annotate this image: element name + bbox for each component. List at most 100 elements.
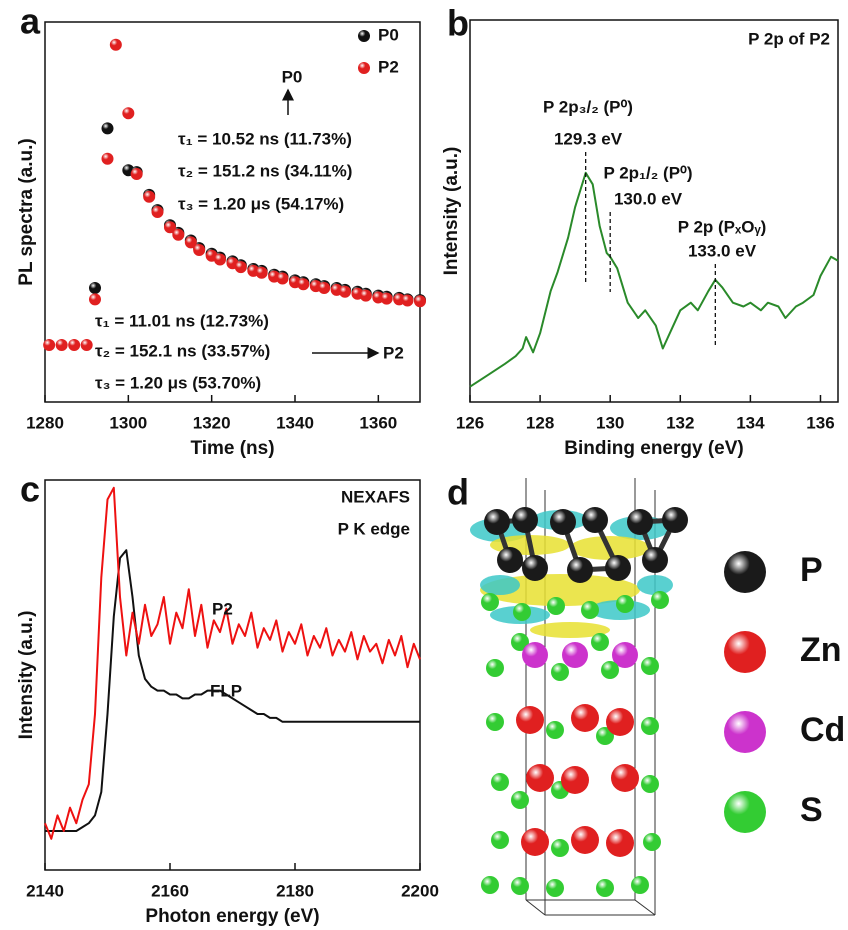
atom bbox=[601, 661, 619, 679]
atom bbox=[571, 826, 599, 854]
x-tick-label: 1360 bbox=[359, 413, 397, 432]
data-point bbox=[318, 282, 330, 294]
data-point bbox=[193, 244, 205, 256]
x-tick-label: 2160 bbox=[151, 881, 189, 900]
annotation: τ₂ = 152.1 ns (33.57%) bbox=[95, 341, 270, 360]
atom bbox=[642, 547, 668, 573]
data-point bbox=[81, 339, 93, 351]
y-axis-title: PL spectra (a.u.) bbox=[16, 138, 37, 285]
atom bbox=[486, 659, 504, 677]
atom bbox=[486, 713, 504, 731]
data-point bbox=[381, 293, 393, 305]
x-tick-label: 128 bbox=[526, 413, 554, 432]
x-tick-label: 132 bbox=[666, 413, 694, 432]
x-tick-label: 2180 bbox=[276, 881, 314, 900]
isosurface bbox=[637, 575, 673, 595]
y-axis-title: Intensity (a.u.) bbox=[16, 611, 37, 740]
legend-atom bbox=[724, 791, 766, 833]
atom bbox=[631, 876, 649, 894]
atom bbox=[627, 509, 653, 535]
data-point bbox=[143, 191, 155, 203]
legend-atom bbox=[724, 711, 766, 753]
plot-frame bbox=[470, 20, 838, 402]
atom bbox=[616, 595, 634, 613]
series-label: P2 bbox=[212, 599, 233, 618]
x-tick-label: 1340 bbox=[276, 413, 314, 432]
legend-label: P0 bbox=[378, 25, 399, 44]
annotation: P0 bbox=[282, 67, 303, 86]
data-point bbox=[89, 293, 101, 305]
atom bbox=[491, 831, 509, 849]
atom bbox=[481, 876, 499, 894]
legend-label: S bbox=[800, 791, 823, 829]
data-point bbox=[277, 273, 289, 285]
panel-letter: d bbox=[447, 472, 469, 513]
annotation: P2 bbox=[383, 343, 404, 362]
y-axis-title: Intensity (a.u.) bbox=[441, 147, 462, 276]
atom bbox=[491, 773, 509, 791]
atom bbox=[641, 717, 659, 735]
x-axis-title: Binding energy (eV) bbox=[564, 438, 743, 459]
data-point bbox=[56, 339, 68, 351]
atom bbox=[611, 764, 639, 792]
peak-value: 130.0 eV bbox=[614, 189, 683, 208]
data-point bbox=[402, 295, 414, 307]
legend-atom bbox=[724, 551, 766, 593]
x-axis-title: Time (ns) bbox=[190, 438, 274, 459]
data-point bbox=[110, 39, 122, 51]
data-point bbox=[89, 282, 101, 294]
annotation: NEXAFS bbox=[341, 487, 410, 506]
panel-letter: b bbox=[447, 3, 469, 44]
atom bbox=[591, 633, 609, 651]
atom bbox=[562, 642, 588, 668]
atom bbox=[546, 879, 564, 897]
atom bbox=[484, 509, 510, 535]
atom bbox=[561, 766, 589, 794]
data-point bbox=[414, 295, 426, 307]
atom bbox=[571, 704, 599, 732]
x-tick-label: 1280 bbox=[26, 413, 64, 432]
x-axis-title: Photon energy (eV) bbox=[145, 906, 319, 927]
isosurface bbox=[480, 575, 520, 595]
atom bbox=[512, 507, 538, 533]
cell-edge bbox=[526, 900, 545, 915]
atom bbox=[521, 828, 549, 856]
data-point bbox=[122, 107, 134, 119]
atom bbox=[516, 706, 544, 734]
atom bbox=[546, 721, 564, 739]
cell-edge bbox=[635, 900, 655, 915]
atom bbox=[497, 547, 523, 573]
chart-title: P 2p of P2 bbox=[748, 29, 830, 48]
data-point bbox=[102, 122, 114, 134]
atom bbox=[551, 663, 569, 681]
x-tick-label: 1300 bbox=[109, 413, 147, 432]
atom bbox=[550, 509, 576, 535]
atom bbox=[662, 507, 688, 533]
atom bbox=[481, 593, 499, 611]
atom bbox=[596, 879, 614, 897]
annotation: τ₁ = 10.52 ns (11.73%) bbox=[178, 129, 352, 148]
legend-atom bbox=[724, 631, 766, 673]
atom bbox=[522, 555, 548, 581]
atom bbox=[606, 708, 634, 736]
data-point bbox=[214, 254, 226, 266]
data-point bbox=[297, 278, 309, 290]
atom bbox=[511, 791, 529, 809]
series-label: FLP bbox=[210, 681, 242, 700]
data-point bbox=[131, 168, 143, 180]
peak-value: 129.3 eV bbox=[554, 129, 623, 148]
legend-label: P bbox=[800, 551, 823, 589]
atom bbox=[551, 839, 569, 857]
annotation: τ₂ = 151.2 ns (34.11%) bbox=[178, 161, 352, 180]
atom bbox=[581, 601, 599, 619]
x-tick-label: 136 bbox=[806, 413, 834, 432]
x-tick-label: 126 bbox=[456, 413, 484, 432]
atom bbox=[643, 833, 661, 851]
annotation: τ₃ = 1.20 μs (53.70%) bbox=[95, 373, 261, 392]
peak-name: P 2p (PₓOᵧ) bbox=[678, 217, 767, 236]
annotation: P K edge bbox=[338, 519, 410, 538]
atom bbox=[641, 775, 659, 793]
data-point bbox=[339, 286, 351, 298]
data-point bbox=[152, 206, 164, 218]
panel-letter: c bbox=[20, 469, 40, 510]
